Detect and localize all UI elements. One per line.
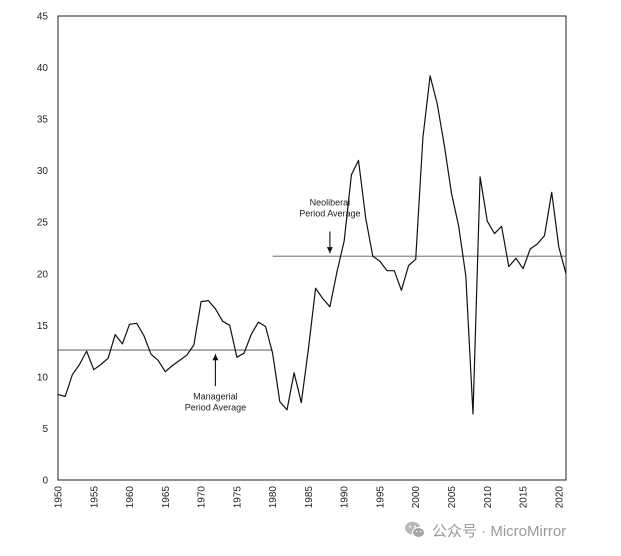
watermark-text: 公众号 · MicroMirror bbox=[432, 522, 567, 540]
annotation-label: Neoliberal Period Average bbox=[299, 198, 360, 219]
y-tick-label: 45 bbox=[37, 12, 49, 23]
x-tick-label: 2010 bbox=[483, 486, 494, 509]
y-tick-label: 30 bbox=[37, 166, 49, 177]
x-tick-label: 1985 bbox=[304, 486, 315, 509]
x-tick-label: 1995 bbox=[375, 486, 386, 509]
chart-annotations: Neoliberal Period Average Managerial Period… bbox=[185, 198, 361, 413]
y-tick-label: 15 bbox=[37, 321, 49, 332]
y-tick-label: 25 bbox=[37, 218, 49, 229]
wechat-icon bbox=[405, 521, 425, 538]
x-tick-label: 1950 bbox=[54, 486, 65, 509]
x-tick-label: 1955 bbox=[89, 486, 100, 509]
x-tick-label: 1965 bbox=[161, 486, 172, 509]
y-tick-label: 5 bbox=[42, 424, 48, 435]
x-tick-label: 1980 bbox=[268, 486, 279, 509]
y-axis-ticks: 0 5 10 15 20 25 30 35 40 45 bbox=[37, 12, 49, 487]
watermark: 公众号 · MicroMirror bbox=[404, 518, 566, 542]
x-tick-label: 2000 bbox=[411, 486, 422, 509]
annotation-label: Managerial Period Average bbox=[185, 392, 246, 413]
y-tick-label: 35 bbox=[37, 115, 49, 126]
x-tick-label: 1970 bbox=[197, 486, 208, 509]
x-axis-ticks: 1950 1955 1960 1965 1970 1975 1980 1985 1990 1995… bbox=[54, 486, 566, 509]
y-tick-label: 0 bbox=[42, 476, 48, 487]
x-tick-label: 1960 bbox=[125, 486, 136, 509]
y-tick-label: 40 bbox=[37, 63, 49, 74]
y-tick-label: 10 bbox=[37, 372, 49, 383]
annotation-arrowhead bbox=[326, 247, 333, 254]
x-tick-label: 2015 bbox=[519, 486, 530, 509]
x-tick-label: 1990 bbox=[340, 486, 351, 509]
y-tick-label: 20 bbox=[37, 269, 49, 280]
series-line bbox=[57, 75, 567, 415]
x-tick-label: 2020 bbox=[554, 486, 565, 509]
period-average-lines bbox=[58, 255, 566, 351]
x-tick-label: 2005 bbox=[447, 486, 458, 509]
x-tick-label: 1975 bbox=[232, 486, 243, 509]
plot-frame bbox=[57, 15, 567, 481]
data-series bbox=[57, 75, 567, 415]
annotation-arrowhead bbox=[212, 354, 219, 361]
